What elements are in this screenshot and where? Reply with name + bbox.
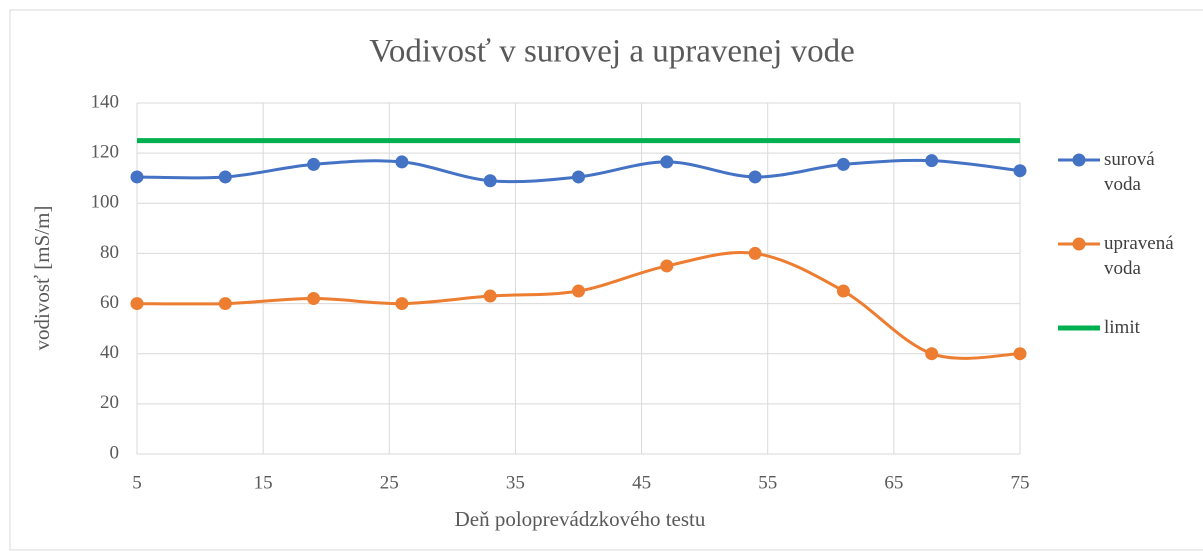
data-point <box>307 292 321 306</box>
data-point <box>1013 164 1027 178</box>
legend-label: upravená voda <box>1104 233 1174 279</box>
data-point <box>218 297 232 311</box>
y-tick-label: 60 <box>100 292 119 313</box>
y-tick-label: 140 <box>91 91 120 112</box>
data-point <box>925 347 939 361</box>
x-tick-label: 45 <box>632 472 651 493</box>
x-tick-label: 15 <box>254 472 273 493</box>
y-axis-label: vodivosť [mS/m] <box>30 206 54 351</box>
x-tick-label: 5 <box>132 472 142 493</box>
data-point <box>395 297 409 311</box>
legend-label: surová voda <box>1104 149 1155 195</box>
data-point <box>748 246 762 260</box>
data-point <box>660 155 674 169</box>
data-point <box>572 170 585 184</box>
data-point <box>660 259 674 273</box>
legend-marker <box>1072 153 1086 167</box>
data-point <box>395 155 409 169</box>
x-tick-label: 55 <box>758 472 777 493</box>
legend-label: limit <box>1104 317 1140 338</box>
series-line <box>136 251 1021 360</box>
data-point <box>836 157 850 171</box>
data-point <box>836 284 850 298</box>
y-tick-label: 0 <box>110 442 120 463</box>
data-point <box>218 170 232 184</box>
chart-frame <box>9 9 1203 551</box>
x-axis-label: Deň poloprevádzkového testu <box>455 507 706 531</box>
y-tick-label: 120 <box>91 142 120 163</box>
x-tick-label: 25 <box>380 472 399 493</box>
chart-title: Vodivosť v surovej a upravenej vode <box>369 34 854 70</box>
data-point <box>307 157 321 171</box>
y-tick-label: 40 <box>100 342 119 363</box>
y-tick-label: 80 <box>100 242 119 263</box>
data-point <box>130 170 144 184</box>
data-point <box>925 154 939 168</box>
data-point <box>483 174 497 188</box>
data-point <box>1013 347 1027 361</box>
data-point <box>483 289 497 303</box>
y-tick-label: 100 <box>91 192 120 213</box>
x-tick-label: 65 <box>884 472 903 493</box>
data-point <box>130 297 144 311</box>
legend-marker <box>1072 237 1086 251</box>
y-tick-label: 20 <box>100 392 119 413</box>
x-tick-label: 75 <box>1011 472 1030 493</box>
data-point <box>572 284 585 298</box>
x-tick-label: 35 <box>506 472 525 493</box>
data-point <box>748 170 762 184</box>
